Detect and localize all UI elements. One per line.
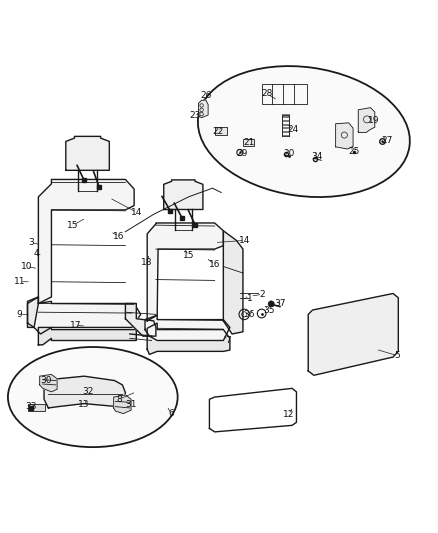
- Polygon shape: [164, 180, 203, 209]
- Bar: [282, 117, 289, 120]
- Text: 25: 25: [348, 147, 360, 156]
- Text: 8: 8: [116, 395, 122, 403]
- Text: 37: 37: [274, 300, 286, 309]
- Polygon shape: [114, 395, 131, 414]
- Text: 16: 16: [113, 231, 125, 240]
- Polygon shape: [147, 223, 223, 321]
- Text: 4: 4: [33, 249, 39, 258]
- Bar: [282, 125, 289, 127]
- Text: 18: 18: [141, 257, 153, 266]
- Text: 11: 11: [14, 277, 25, 286]
- Polygon shape: [336, 123, 353, 149]
- Text: 16: 16: [209, 260, 220, 269]
- Text: 33: 33: [25, 402, 37, 411]
- Text: 32: 32: [82, 387, 93, 397]
- Text: 19: 19: [368, 116, 379, 125]
- Bar: [243, 139, 254, 146]
- Polygon shape: [66, 136, 110, 171]
- Text: 10: 10: [21, 262, 32, 271]
- Bar: [282, 121, 289, 124]
- Polygon shape: [198, 100, 208, 118]
- Text: 30: 30: [40, 376, 52, 385]
- Text: 28: 28: [261, 89, 272, 98]
- Text: 2: 2: [260, 290, 265, 299]
- Text: 6: 6: [168, 409, 174, 418]
- Text: 24: 24: [287, 125, 299, 134]
- Polygon shape: [39, 327, 136, 345]
- Text: 22: 22: [212, 127, 224, 136]
- Text: 26: 26: [200, 91, 212, 100]
- Bar: [282, 114, 289, 116]
- Bar: [261, 84, 307, 104]
- Bar: [282, 128, 289, 131]
- Text: 34: 34: [312, 152, 323, 161]
- Bar: [28, 405, 45, 411]
- Text: 7: 7: [225, 336, 230, 345]
- Polygon shape: [308, 294, 398, 375]
- Text: 12: 12: [283, 410, 294, 419]
- Bar: [282, 132, 289, 135]
- Ellipse shape: [8, 347, 178, 447]
- Text: 35: 35: [264, 305, 275, 314]
- Polygon shape: [40, 375, 57, 392]
- Text: 13: 13: [78, 400, 90, 409]
- Text: 20: 20: [283, 149, 294, 158]
- Text: 27: 27: [381, 136, 392, 145]
- Polygon shape: [125, 303, 156, 336]
- Text: 29: 29: [237, 149, 248, 158]
- Polygon shape: [28, 297, 141, 334]
- Polygon shape: [44, 376, 125, 408]
- Text: 14: 14: [240, 236, 251, 245]
- Polygon shape: [147, 323, 230, 354]
- Text: 15: 15: [183, 251, 194, 260]
- Text: 14: 14: [131, 207, 142, 216]
- Ellipse shape: [198, 66, 410, 197]
- Text: 36: 36: [244, 310, 255, 319]
- Bar: [215, 127, 227, 135]
- Polygon shape: [28, 297, 39, 327]
- Text: 21: 21: [243, 138, 254, 147]
- Text: 3: 3: [28, 238, 34, 247]
- Text: 9: 9: [17, 310, 22, 319]
- Polygon shape: [223, 231, 243, 334]
- Polygon shape: [39, 180, 134, 303]
- Text: 31: 31: [125, 400, 137, 409]
- Text: 5: 5: [395, 351, 400, 360]
- Polygon shape: [145, 315, 230, 341]
- Text: 15: 15: [67, 221, 79, 230]
- Polygon shape: [358, 108, 375, 133]
- Circle shape: [268, 301, 274, 307]
- Text: 17: 17: [70, 321, 81, 330]
- Text: 1: 1: [247, 294, 252, 303]
- Text: 23: 23: [189, 110, 201, 119]
